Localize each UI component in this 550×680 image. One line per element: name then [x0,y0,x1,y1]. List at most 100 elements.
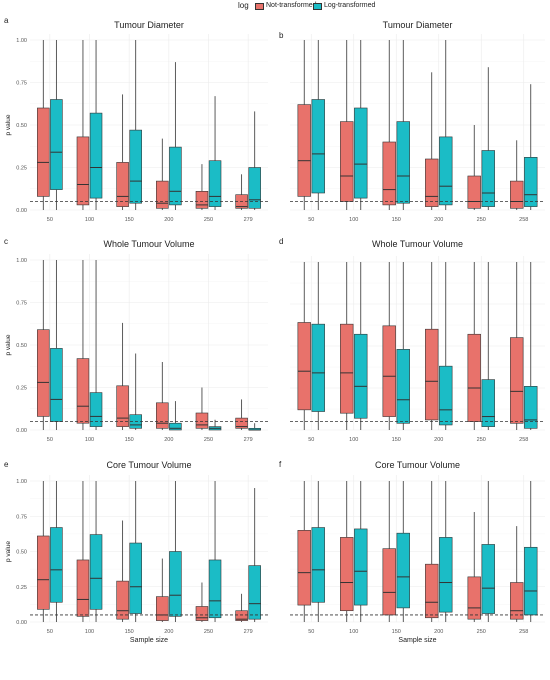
panel-a-xtick-label-100: 100 [85,217,94,223]
panel-b-log-transformed-box-258 [524,157,538,207]
panel-e-title: Core Tumour Volume [106,460,191,470]
panel-e-xtick-label-279: 279 [244,629,253,635]
panel-c-ytick-label-2: 0.50 [16,343,27,349]
panel-c-not-transformed-box-100 [76,358,90,424]
panel-e-not-transformed-box-279 [235,610,248,621]
panel-b-not-transformed-box-200 [425,158,439,207]
panel-a-ytick-label-1: 0.25 [16,166,27,172]
panel-d-not-transformed-box-258 [510,337,524,424]
panel-f-letter: f [279,460,282,469]
panel-d-not-transformed-box-200 [425,328,439,421]
panel-b-letter: b [279,31,284,40]
panel-b-xtick-label-258: 258 [519,217,528,223]
panel-c-ytick-label-0: 0.00 [16,428,27,434]
panel-f-log-transformed-box-100 [354,528,368,606]
panel-a-not-transformed-box-100 [76,136,90,206]
panel-d-log-transformed-box-100 [354,333,368,419]
panel-e-xlabel: Sample size [130,637,168,644]
panel-f-not-transformed-box-50 [297,530,311,606]
panel-f-xtick-label-150: 150 [392,629,401,635]
panel-c-ytick-label-3: 0.75 [16,301,27,307]
panel-c-log-transformed-box-200 [169,422,182,431]
panel-c-ytick-label-4: 1.00 [16,258,27,264]
panel-c-xtick-label-50: 50 [47,437,53,443]
panel-b-title: Tumour Diameter [383,20,453,30]
panel-d-not-transformed-box-100 [340,323,354,414]
panel-b-not-transformed-box-50 [297,104,311,197]
panel-b-log-transformed-box-150 [396,121,410,204]
panel-d-log-transformed-box-200 [439,365,453,426]
panel-b-log-transformed-box-250 [481,150,495,207]
panel-d-xtick-label-250: 250 [477,437,486,443]
panel-f-title: Core Tumour Volume [375,460,460,470]
panel-d-not-transformed-box-250 [467,333,481,422]
panel-e-log-transformed-box-200 [169,551,182,617]
panel-a-not-transformed-box-50 [37,107,50,197]
panel-a-ylabel: p value [5,114,12,135]
panel-f-xtick-label-100: 100 [349,629,358,635]
panel-c-not-transformed-box-200 [156,402,169,429]
panel-b-not-transformed-box-100 [340,121,354,202]
panel-c-xtick-label-250: 250 [204,437,213,443]
panel-e-ylabel: p value [5,541,12,562]
panel-f-log-transformed-box-150 [396,532,410,609]
panel-b-not-transformed-box-150 [382,141,396,206]
panel-f-not-transformed-box-150 [382,548,396,616]
legend-swatch-log-transformed [313,3,322,10]
panel-f-log-transformed-box-258 [524,546,538,616]
panel-b-log-transformed-box-50 [311,99,325,194]
legend-title: log [238,1,249,10]
panel-e-not-transformed-box-200 [156,596,169,621]
panel-d-log-transformed-box-150 [396,349,410,424]
panel-b-xtick-label-100: 100 [349,217,358,223]
panel-a-ytick-label-4: 1.00 [16,38,27,44]
panel-e-xtick-label-250: 250 [204,629,213,635]
panel-a-log-transformed-box-50 [50,99,63,190]
panel-a-log-transformed-box-100 [89,112,103,199]
panel-f-xtick-label-200: 200 [434,629,443,635]
panel-a-log-transformed-box-279 [248,167,261,209]
panel-e-not-transformed-box-100 [76,559,90,617]
panel-f-not-transformed-box-100 [340,537,354,612]
panel-c-not-transformed-box-50 [37,329,50,417]
panel-c-xtick-label-100: 100 [85,437,94,443]
panel-a-title: Tumour Diameter [114,20,184,30]
panel-b-xtick-label-250: 250 [477,217,486,223]
panel-e-ytick-label-4: 1.00 [16,479,27,485]
panel-c-xtick-label-279: 279 [244,437,253,443]
panel-c-not-transformed-box-250 [195,412,209,429]
panel-a-xtick-label-200: 200 [164,217,173,223]
legend: log Not-transformed Log-transformed [0,0,550,14]
legend-label-log-transformed: Log-transformed [324,2,376,9]
panel-d-title: Whole Tumour Volume [372,239,463,249]
panel-c-ytick-label-1: 0.25 [16,386,27,392]
panel-f-not-transformed-box-200 [425,563,439,619]
panel-a-letter: a [4,16,9,25]
panel-a-log-transformed-box-250 [208,160,222,207]
panel-a-xtick-label-250: 250 [204,217,213,223]
panel-a-ytick-label-0: 0.00 [16,208,27,214]
panel-b-log-transformed-box-100 [354,107,368,199]
panel-e-log-transformed-box-100 [89,534,103,610]
panel-e-xtick-label-150: 150 [125,629,134,635]
panel-d-xtick-label-100: 100 [349,437,358,443]
panel-c-title: Whole Tumour Volume [103,239,194,249]
panel-e-not-transformed-box-50 [37,535,50,610]
panel-d-xtick-label-150: 150 [392,437,401,443]
panel-d-not-transformed-box-150 [382,325,396,417]
panel-b-log-transformed-box-200 [439,136,453,206]
panel-d-log-transformed-box-258 [524,386,538,429]
panel-d-xtick-label-258: 258 [519,437,528,443]
panel-c-not-transformed-box-279 [235,417,248,429]
panel-e-ytick-label-1: 0.25 [16,585,27,591]
panel-f-xtick-label-258: 258 [519,629,528,635]
panel-e-letter: e [4,460,9,469]
panel-a-log-transformed-box-150 [129,129,142,204]
panel-d-log-transformed-box-250 [481,379,495,427]
panel-a-xtick-label-279: 279 [244,217,253,223]
panel-b-not-transformed-box-250 [467,175,481,209]
panel-a-xtick-label-50: 50 [47,217,53,223]
panel-f-xtick-label-50: 50 [308,629,314,635]
panel-e-log-transformed-box-279 [248,565,261,620]
